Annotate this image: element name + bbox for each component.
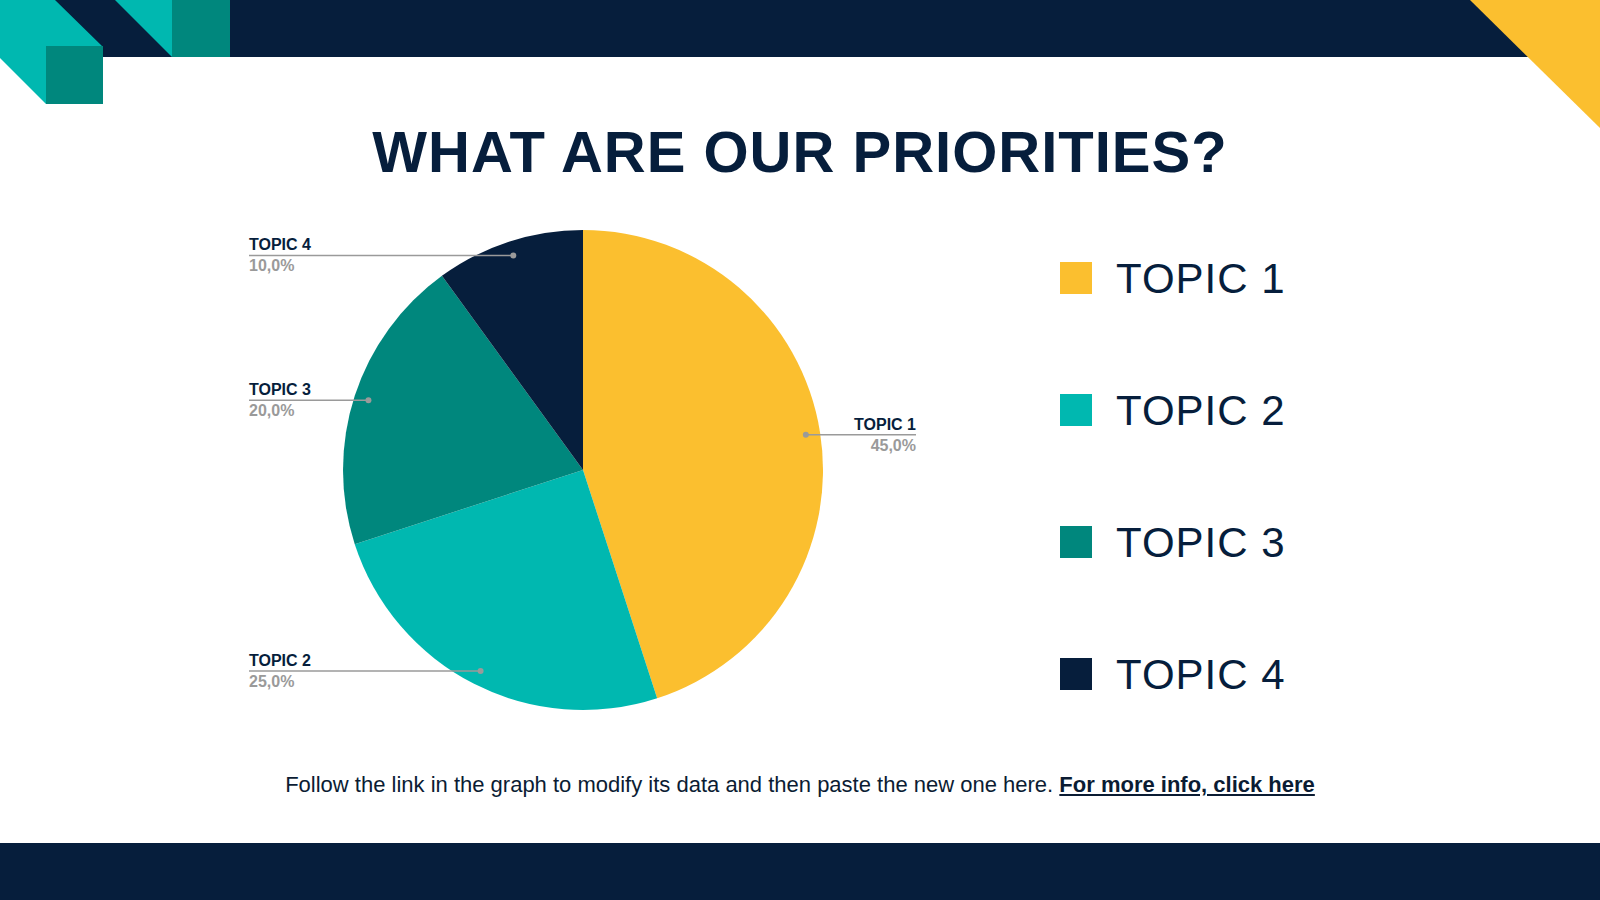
legend: TOPIC 1 TOPIC 2 TOPIC 3 TOPIC 4 xyxy=(1060,255,1286,698)
pie-slice xyxy=(442,230,583,470)
slice-name: TOPIC 2 xyxy=(249,652,311,669)
legend-swatch xyxy=(1060,526,1092,558)
footer-text: Follow the link in the graph to modify i… xyxy=(285,772,1053,797)
leader-dot xyxy=(365,397,371,403)
legend-label: TOPIC 4 xyxy=(1116,651,1286,698)
slice-value: 25,0% xyxy=(249,673,294,690)
corner-shape xyxy=(0,0,102,104)
slice-name: TOPIC 1 xyxy=(854,416,916,433)
slice-name: TOPIC 4 xyxy=(249,236,311,253)
legend-swatch xyxy=(1060,658,1092,690)
leader-line xyxy=(249,670,481,672)
top-band xyxy=(0,0,1600,57)
corner-square xyxy=(46,46,103,104)
leader-dot xyxy=(803,432,809,438)
leader-line xyxy=(249,400,368,402)
pie xyxy=(343,230,823,710)
data-labels: TOPIC 1 45,0% TOPIC 2 25,0% TOPIC 3 20,0% TOPI… xyxy=(249,236,916,690)
leader-dot xyxy=(478,668,484,674)
leader-line xyxy=(806,434,916,436)
corner-square xyxy=(172,0,230,57)
legend-label: TOPIC 1 xyxy=(1116,255,1286,302)
bottom-band xyxy=(0,843,1600,900)
corner-triangle xyxy=(1470,0,1600,128)
leader-dot xyxy=(510,252,516,258)
slice-name: TOPIC 3 xyxy=(249,381,311,398)
corner-shape xyxy=(115,0,172,57)
slice-value: 10,0% xyxy=(249,257,294,274)
title: WHAT ARE OUR PRIORITIES? xyxy=(372,119,1227,184)
footer-link[interactable]: For more info, click here xyxy=(1059,772,1315,797)
legend-swatch xyxy=(1060,394,1092,426)
leader-line xyxy=(249,255,513,257)
slice-value: 20,0% xyxy=(249,402,294,419)
legend-swatch xyxy=(1060,262,1092,294)
slide: WHAT ARE OUR PRIORITIES?TOPIC 145,0%TOPI… xyxy=(0,0,1600,900)
legend-label: TOPIC 2 xyxy=(1116,387,1286,434)
legend-label: TOPIC 3 xyxy=(1116,519,1286,566)
slice-value: 45,0% xyxy=(871,437,916,454)
footer: Follow the link in the graph to modify i… xyxy=(0,772,1600,798)
